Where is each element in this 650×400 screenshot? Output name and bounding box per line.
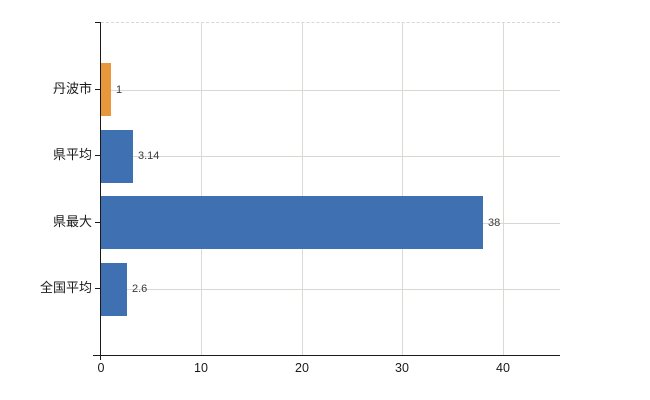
bar-県最大: [101, 196, 483, 249]
x-axis: [93, 355, 560, 356]
gridline-horizontal: [101, 156, 560, 157]
gridline-vertical: [201, 23, 202, 356]
x-tick-label: 30: [395, 361, 409, 375]
y-axis-top-tick: [95, 22, 101, 23]
gridline-horizontal: [101, 90, 560, 91]
bar-value-label: 2.6: [132, 283, 148, 295]
gridline-vertical: [302, 23, 303, 356]
category-tick: [95, 155, 101, 156]
gridline-vertical: [402, 23, 403, 356]
category-label: 丹波市: [52, 81, 92, 96]
category-label: 県平均: [52, 147, 92, 162]
gridline-vertical: [503, 23, 504, 356]
bar-丹波市: [101, 63, 111, 116]
plot-area: 1 3.14 38 2.6: [101, 22, 560, 356]
bar-全国平均: [101, 263, 127, 316]
category-tick: [95, 222, 101, 223]
bar-value-label: 1: [116, 84, 123, 96]
category-label: 全国平均: [39, 280, 92, 295]
bar-value-label: 38: [488, 217, 501, 229]
x-tick-label: 40: [496, 361, 510, 375]
category-label: 県最大: [52, 214, 92, 229]
x-tick-label: 10: [194, 361, 208, 375]
category-tick: [95, 89, 101, 90]
x-tick-label: 20: [295, 361, 309, 375]
gridline-horizontal: [101, 289, 560, 290]
bar-県平均: [101, 130, 133, 183]
bar-value-label: 3.14: [138, 150, 160, 162]
y-axis: [100, 22, 101, 360]
category-tick: [95, 288, 101, 289]
x-tick-label: 0: [97, 361, 105, 375]
